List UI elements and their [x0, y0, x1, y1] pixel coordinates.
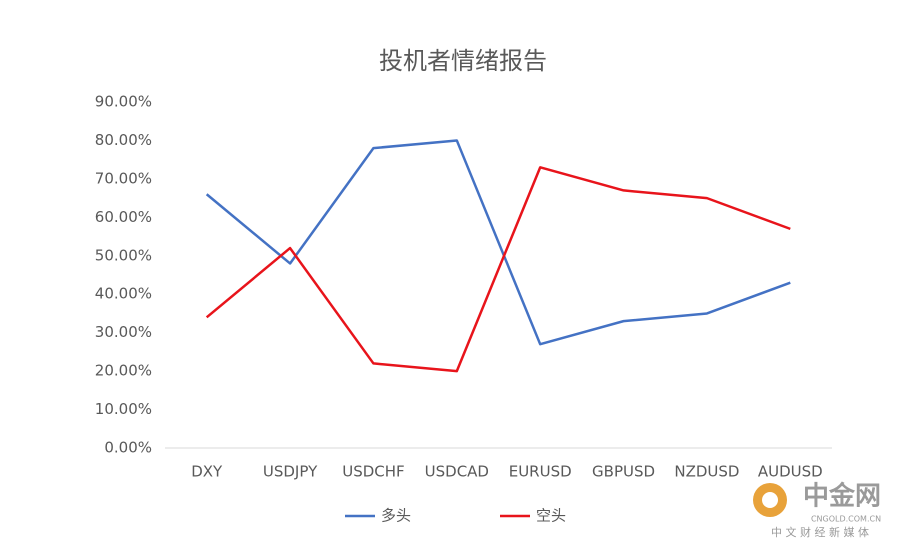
y-tick-label: 70.00% [95, 169, 152, 187]
logo-icon-inner [762, 492, 778, 508]
watermark-slogan: 中 文 财 经 新 媒 体 [771, 525, 869, 539]
x-tick-label: USDJPY [263, 463, 318, 481]
x-tick-label: USDCHF [342, 463, 404, 481]
chart-title: 投机者情绪报告 [379, 47, 547, 75]
y-tick-label: 80.00% [95, 131, 152, 149]
watermark-name: 中金网 [803, 481, 881, 512]
y-tick-label: 60.00% [95, 208, 152, 226]
legend-label: 空头 [536, 507, 566, 525]
watermark-site: CNGOLD.COM.CN [811, 515, 881, 524]
x-tick-label: USDCAD [425, 463, 489, 481]
y-tick-label: 50.00% [95, 246, 152, 264]
legend-label: 多头 [381, 507, 411, 525]
x-tick-label: GBPUSD [592, 463, 655, 481]
y-tick-label: 40.00% [95, 285, 152, 303]
series-line [205, 166, 791, 373]
series-line [205, 139, 791, 346]
x-tick-label: EURUSD [509, 463, 572, 481]
y-tick-label: 0.00% [104, 439, 152, 457]
y-tick-label: 90.00% [95, 93, 152, 111]
x-tick-label: AUDUSD [758, 463, 823, 481]
x-tick-label: NZDUSD [674, 463, 739, 481]
x-tick-label: DXY [191, 463, 223, 481]
y-tick-label: 10.00% [95, 400, 152, 418]
y-tick-label: 20.00% [95, 362, 152, 380]
y-tick-label: 30.00% [95, 323, 152, 341]
watermark: 中金网 CNGOLD.COM.CN 中 文 财 经 新 媒 体 [753, 481, 881, 539]
